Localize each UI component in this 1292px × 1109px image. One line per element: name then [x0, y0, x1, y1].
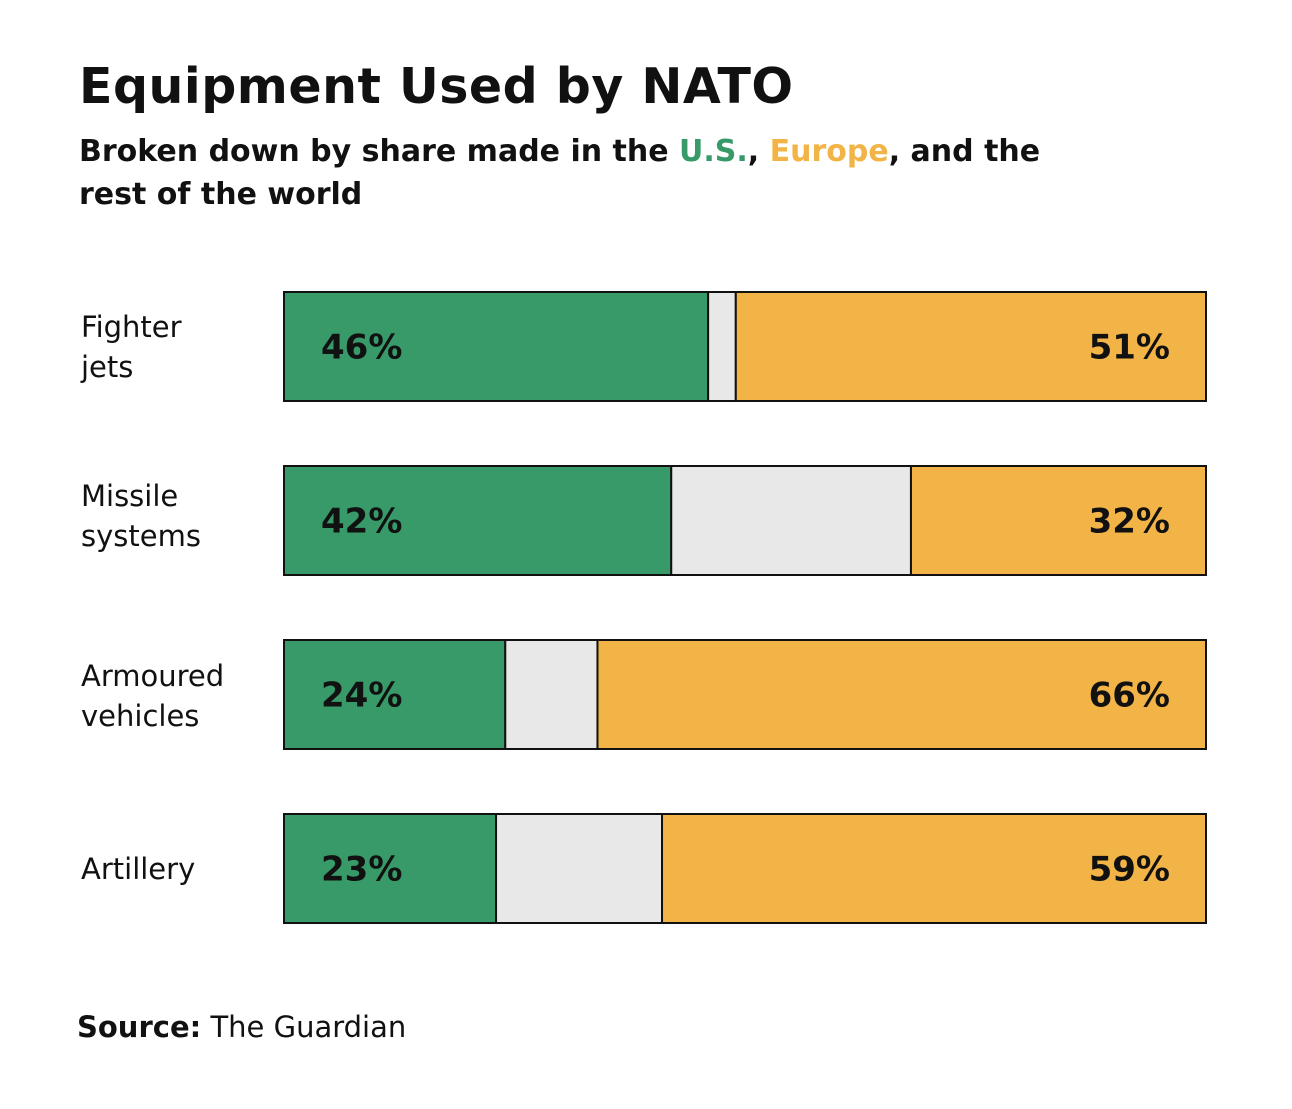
bar-europe	[734, 291, 1208, 402]
source-label: Source:	[77, 1010, 202, 1044]
chart-subtitle: Broken down by share made in the U.S., E…	[79, 130, 1079, 216]
legend-us: U.S.	[679, 134, 748, 169]
bar-rest	[495, 813, 664, 924]
data-label-europe: 66%	[1089, 676, 1170, 716]
chart-title: Equipment Used by NATO	[79, 58, 794, 115]
bar-us	[283, 291, 710, 402]
bar-rest	[504, 639, 599, 750]
data-label-us: 46%	[321, 328, 402, 368]
bar-rest	[707, 291, 737, 402]
source-note: Source: The Guardian	[77, 1010, 406, 1044]
data-label-us: 42%	[321, 502, 402, 542]
category-label: Fighter jets	[81, 310, 182, 384]
subtitle-text: ,	[747, 134, 770, 169]
legend-europe: Europe	[769, 134, 889, 169]
source-value: The Guardian	[210, 1010, 407, 1044]
data-label-europe: 51%	[1089, 328, 1170, 368]
data-label-europe: 59%	[1089, 850, 1170, 890]
subtitle-text: , and the rest of the world	[79, 134, 1041, 212]
bar-europe	[596, 639, 1207, 750]
data-label-us: 23%	[321, 850, 402, 890]
data-label-europe: 32%	[1089, 502, 1170, 542]
bar-us	[283, 813, 498, 924]
data-label-us: 24%	[321, 676, 402, 716]
subtitle-text: Broken down by share made in the	[79, 134, 680, 169]
bar-europe	[661, 813, 1207, 924]
category-label: Artillery	[81, 852, 196, 886]
category-label: Missile systems	[81, 479, 201, 553]
bar-us	[283, 465, 673, 576]
category-label: Armoured vehicles	[81, 659, 225, 733]
bar-rest	[670, 465, 912, 576]
bar-europe	[909, 465, 1208, 576]
